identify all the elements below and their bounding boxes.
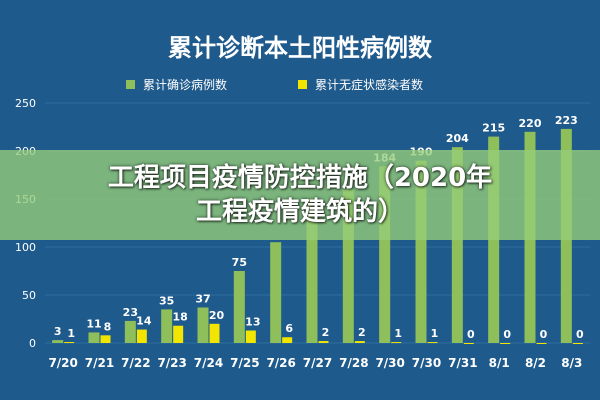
legend: 累计确诊病例数 累计无症状感染者数	[126, 77, 423, 92]
bar-asymptomatic	[100, 335, 111, 343]
bar-asymptomatic	[282, 337, 293, 343]
data-label-confirmed: 23	[123, 306, 138, 319]
x-tick-label: 7/23	[157, 356, 186, 370]
data-label-confirmed: 75	[232, 256, 247, 269]
y-tick-label: 250	[15, 97, 36, 110]
bar-asymptomatic	[209, 323, 220, 343]
data-label-asymptomatic: 0	[467, 328, 475, 341]
data-label-asymptomatic: 14	[136, 315, 152, 328]
x-tick-label: 7/30	[412, 356, 441, 370]
bar-asymptomatic	[463, 343, 474, 344]
data-label-asymptomatic: 0	[540, 328, 548, 341]
legend-label-confirmed: 累计确诊病例数	[143, 77, 227, 92]
bar-confirmed	[451, 147, 463, 343]
data-label-asymptomatic: 2	[358, 326, 366, 339]
x-tick-label: 7/31	[448, 356, 477, 370]
x-tick-label: 7/22	[121, 356, 150, 370]
data-label-confirmed: 37	[195, 292, 210, 305]
data-label-confirmed: 223	[555, 114, 578, 127]
x-tick-label: 8/3	[561, 356, 582, 370]
bar-confirmed	[306, 199, 318, 343]
bar-asymptomatic	[64, 342, 75, 344]
bar-confirmed	[197, 307, 209, 343]
bar-confirmed	[415, 160, 427, 343]
bar-confirmed	[124, 320, 136, 343]
bar-asymptomatic	[500, 343, 511, 344]
x-tick-label: 8/1	[489, 356, 510, 370]
bar-confirmed	[379, 166, 391, 343]
bar-confirmed	[342, 189, 354, 343]
data-label-asymptomatic: 1	[67, 327, 75, 340]
data-label-asymptomatic: 18	[173, 311, 188, 324]
chart-title: 累计诊断本土阳性病例数	[168, 34, 433, 62]
data-label-confirmed: 3	[54, 325, 62, 338]
data-label-asymptomatic: 8	[104, 320, 112, 333]
overlay-line-2: 工程疫情建筑的）	[195, 197, 404, 227]
data-label-confirmed: 35	[159, 294, 174, 307]
legend-swatch-confirmed	[126, 80, 135, 89]
bar-asymptomatic	[354, 341, 365, 343]
overlay-line-1: 工程项目疫情防控措施（2020年	[107, 163, 493, 193]
x-tick-label: 8/2	[525, 356, 546, 370]
legend-label-asymptomatic: 累计无症状感染者数	[315, 77, 423, 92]
x-tick-label: 7/30	[375, 356, 404, 370]
x-tick-label: 7/24	[194, 356, 223, 370]
bar-asymptomatic	[427, 342, 438, 344]
bar-confirmed	[161, 309, 173, 343]
data-label-confirmed: 204	[446, 132, 469, 145]
bar-asymptomatic	[536, 343, 547, 344]
x-tick-label: 7/26	[266, 356, 295, 370]
data-label-asymptomatic: 0	[503, 328, 511, 341]
x-tick-label: 7/27	[303, 356, 332, 370]
legend-swatch-asymptomatic	[298, 80, 307, 89]
x-axis: 7/20 7/21 7/22 7/23 7/24 7/25 7/26 7/27 7/28 7/30…	[48, 356, 582, 370]
overlay-banner: 工程项目疫情防控措施（2020年 工程疫情建筑的）	[0, 150, 600, 240]
y-tick-label: 50	[22, 289, 36, 302]
x-tick-label: 7/20	[48, 356, 77, 370]
data-label-asymptomatic: 13	[245, 316, 260, 329]
bar-asymptomatic	[136, 329, 147, 343]
y-tick-label: 100	[15, 241, 36, 254]
data-label-asymptomatic: 2	[322, 326, 330, 339]
x-tick-label: 7/21	[85, 356, 114, 370]
bar-confirmed	[233, 271, 245, 343]
bar-asymptomatic	[245, 330, 256, 343]
bar-asymptomatic	[572, 343, 583, 344]
bar-asymptomatic	[391, 342, 402, 344]
data-label-confirmed: 220	[519, 117, 542, 130]
data-label-asymptomatic: 1	[394, 327, 402, 340]
data-labels: 3111823143518372075136221841190120402150…	[54, 114, 584, 341]
data-label-confirmed: 215	[482, 122, 505, 135]
bar-asymptomatic	[318, 341, 329, 343]
data-label-asymptomatic: 0	[576, 328, 584, 341]
data-label-asymptomatic: 20	[209, 309, 225, 322]
bar-confirmed	[270, 242, 282, 343]
data-label-asymptomatic: 6	[285, 322, 293, 335]
data-label-asymptomatic: 1	[431, 327, 439, 340]
data-label-confirmed: 11	[86, 317, 101, 330]
bar-asymptomatic	[173, 325, 184, 343]
bar-confirmed	[88, 332, 100, 343]
y-tick-label: 0	[29, 337, 36, 350]
bar-confirmed	[52, 340, 64, 343]
x-tick-label: 7/25	[230, 356, 259, 370]
x-tick-label: 7/28	[339, 356, 368, 370]
